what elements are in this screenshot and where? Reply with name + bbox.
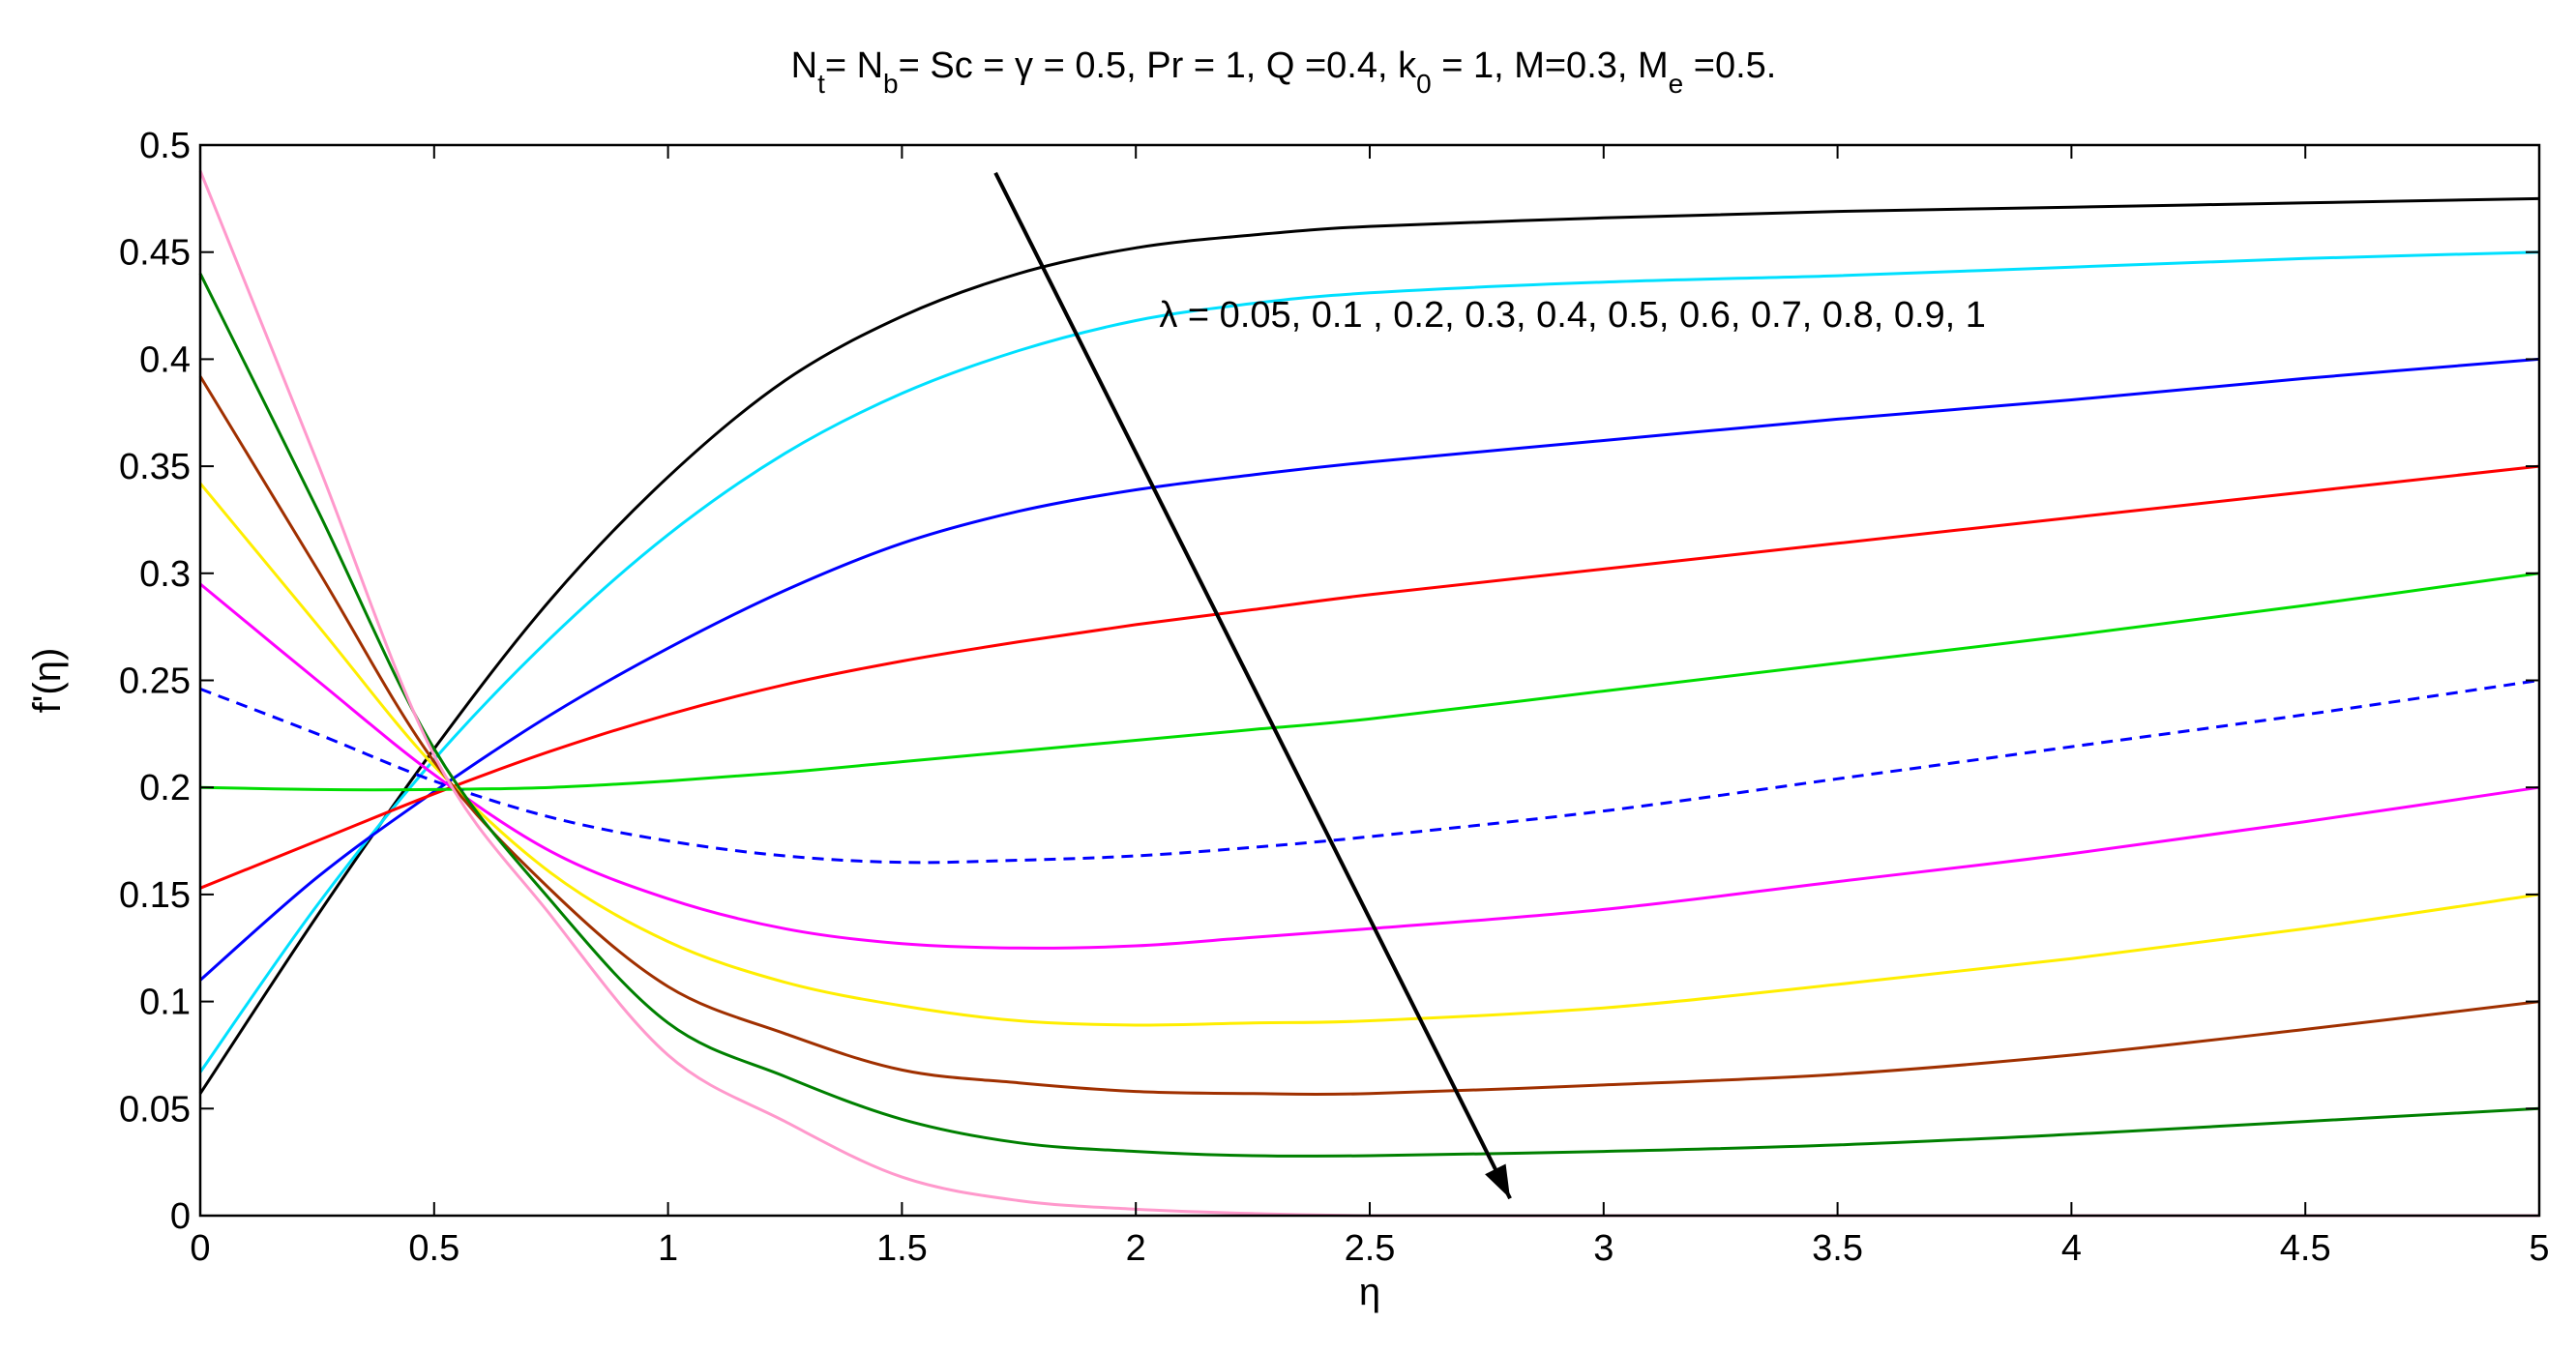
title-part: = N <box>825 45 883 86</box>
lambda-annotation: λ = 0.05, 0.1 , 0.2, 0.3, 0.4, 0.5, 0.6,… <box>1159 295 1986 336</box>
y-tick-label: 0.15 <box>119 875 191 916</box>
y-tick-label: 0.3 <box>139 554 191 595</box>
series-line-4 <box>199 464 2540 890</box>
title-part: = Sc = γ = 0.5, Pr = 1, Q =0.4, k <box>899 45 1417 86</box>
series-line-5 <box>199 572 2540 792</box>
x-tick-label: 2.5 <box>1345 1228 1396 1269</box>
series-line-3 <box>199 357 2540 982</box>
x-tick-label: 3 <box>1593 1228 1614 1269</box>
x-tick-label: 1 <box>658 1228 678 1269</box>
x-tick-label: 0 <box>190 1228 210 1269</box>
x-tick-label: 1.5 <box>876 1228 928 1269</box>
annotation-layer: λ = 0.05, 0.1 , 0.2, 0.3, 0.4, 0.5, 0.6,… <box>993 171 1986 1200</box>
y-axis-label: f'(η) <box>26 648 69 714</box>
title-subscript: 0 <box>1416 69 1432 99</box>
annotation-arrow-shaft <box>993 171 1512 1200</box>
title-subscript: e <box>1669 69 1684 99</box>
chart-title: Nt= Nb= Sc = γ = 0.5, Pr = 1, Q =0.4, k0… <box>791 45 1777 99</box>
title-part: =0.5. <box>1683 45 1776 86</box>
series-line-2 <box>198 250 2540 1073</box>
x-tick-label: 0.5 <box>408 1228 459 1269</box>
series-line-9 <box>198 375 2540 1097</box>
y-tick-label: 0.25 <box>119 661 191 702</box>
series-line-6 <box>199 679 2540 865</box>
annotation-arrow-head <box>1485 1163 1511 1199</box>
series-line-10 <box>198 273 2540 1159</box>
y-tick-label: 0.2 <box>139 768 191 808</box>
series-line-8 <box>198 482 2540 1027</box>
y-tick-label: 0 <box>170 1196 191 1237</box>
y-tick-label: 0.35 <box>119 447 191 487</box>
x-axis-label: η <box>1359 1271 1380 1313</box>
x-tick-label: 3.5 <box>1812 1228 1863 1269</box>
y-tick-label: 0.05 <box>119 1089 191 1130</box>
x-tick-label: 2 <box>1126 1228 1146 1269</box>
title-subscript: b <box>883 69 899 99</box>
y-tick-label: 0.1 <box>139 983 191 1023</box>
title-part: = 1, M=0.3, M <box>1432 45 1669 86</box>
x-tick-label: 5 <box>2529 1228 2549 1269</box>
y-tick-label: 0.4 <box>139 339 191 380</box>
series-line-7 <box>199 582 2540 950</box>
x-tick-label: 4 <box>2061 1228 2082 1269</box>
y-tick-label: 0.45 <box>119 233 191 274</box>
y-tick-label: 0.5 <box>139 126 191 166</box>
x-tick-label: 4.5 <box>2280 1228 2331 1269</box>
tick-layer: 0 0.5 1 1.5 2 2.5 3 3.5 4 4.5 5 0 0.05 0.1 0.15 0.2 0.25… <box>119 126 2550 1269</box>
series-line-1 <box>198 196 2540 1095</box>
title-subscript: t <box>817 69 825 99</box>
title-part: N <box>791 45 817 86</box>
